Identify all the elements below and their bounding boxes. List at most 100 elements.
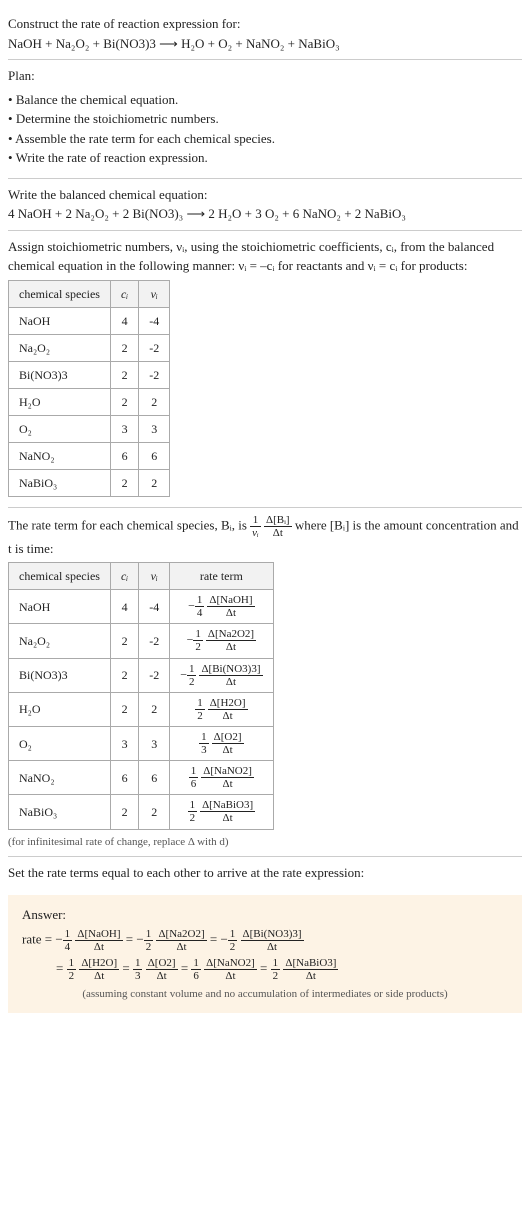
cell: NaBiO₃ (9, 469, 111, 496)
stoich-text: Assign stoichiometric numbers, νᵢ, using… (8, 237, 522, 276)
answer-line1: rate = −14 Δ[NaOH]Δt = −12 Δ[Na2O2]Δt = … (22, 928, 508, 953)
table-row: H₂O2212 Δ[H2O]Δt (9, 692, 274, 726)
set-block: Set the rate terms equal to each other t… (8, 856, 522, 889)
table-row: O₂33 (9, 415, 170, 442)
cell: H₂O (9, 692, 111, 726)
col-header: rate term (170, 563, 273, 590)
table-row: O₂3313 Δ[O2]Δt (9, 726, 274, 760)
col-header: cᵢ (110, 563, 138, 590)
cell: Na₂O₂ (9, 334, 111, 361)
cell: 2 (110, 692, 138, 726)
table-row: Bi(NO3)32-2 (9, 361, 170, 388)
cell: 2 (110, 624, 138, 658)
col-header: νᵢ (139, 280, 170, 307)
set-text: Set the rate terms equal to each other t… (8, 863, 522, 883)
cell: 6 (139, 761, 170, 795)
cell: 2 (110, 388, 138, 415)
cell: −12 Δ[Na2O2]Δt (170, 624, 273, 658)
cell: O₂ (9, 726, 111, 760)
plan-item: Assemble the rate term for each chemical… (8, 129, 522, 149)
cell: -2 (139, 624, 170, 658)
cell: 12 Δ[H2O]Δt (170, 692, 273, 726)
cell: 4 (110, 307, 138, 334)
table-row: Bi(NO3)32-2−12 Δ[Bi(NO3)3]Δt (9, 658, 274, 692)
rateterm-table: chemical species cᵢ νᵢ rate term NaOH4-4… (8, 562, 274, 829)
cell: 16 Δ[NaNO2]Δt (170, 761, 273, 795)
table-row: NaOH4-4−14 Δ[NaOH]Δt (9, 590, 274, 624)
plan-item: Determine the stoichiometric numbers. (8, 109, 522, 129)
cell: NaNO₂ (9, 761, 111, 795)
answer-note: (assuming constant volume and no accumul… (22, 986, 508, 1003)
cell: Na₂O₂ (9, 624, 111, 658)
unbalanced-equation: NaOH + Na₂O₂ + Bi(NO3)3 ⟶ H₂O + O₂ + NaN… (8, 34, 522, 54)
plan-list: Balance the chemical equation. Determine… (8, 90, 522, 168)
cell: 2 (110, 795, 138, 829)
stoich-table: chemical species cᵢ νᵢ NaOH4-4 Na₂O₂2-2 … (8, 280, 170, 497)
col-header: chemical species (9, 563, 111, 590)
cell: 2 (139, 692, 170, 726)
cell: H₂O (9, 388, 111, 415)
table-row: NaNO₂66 (9, 442, 170, 469)
cell: -2 (139, 658, 170, 692)
table-row: NaBiO₃22 (9, 469, 170, 496)
cell: NaOH (9, 307, 111, 334)
cell: 2 (139, 795, 170, 829)
cell: 2 (110, 469, 138, 496)
cell: 3 (110, 415, 138, 442)
answer-label: Answer: (22, 905, 508, 925)
cell: Bi(NO3)3 (9, 658, 111, 692)
table-row: NaOH4-4 (9, 307, 170, 334)
cell: 6 (110, 442, 138, 469)
cell: −14 Δ[NaOH]Δt (170, 590, 273, 624)
col-header: cᵢ (110, 280, 138, 307)
cell: NaNO₂ (9, 442, 111, 469)
prompt-text: Construct the rate of reaction expressio… (8, 14, 522, 34)
plan-item: Write the rate of reaction expression. (8, 148, 522, 168)
fraction: Δ[Bᵢ]Δt (264, 514, 292, 539)
cell: -2 (139, 334, 170, 361)
cell: NaBiO₃ (9, 795, 111, 829)
cell: NaOH (9, 590, 111, 624)
header-block: Construct the rate of reaction expressio… (8, 8, 522, 59)
plan-block: Plan: Balance the chemical equation. Det… (8, 59, 522, 178)
table-row: NaNO₂6616 Δ[NaNO2]Δt (9, 761, 274, 795)
cell: 6 (110, 761, 138, 795)
plan-title: Plan: (8, 66, 522, 86)
cell: 6 (139, 442, 170, 469)
cell: 3 (139, 726, 170, 760)
balanced-block: Write the balanced chemical equation: 4 … (8, 178, 522, 230)
cell: -2 (139, 361, 170, 388)
table-row: Na₂O₂2-2 (9, 334, 170, 361)
balanced-title: Write the balanced chemical equation: (8, 185, 522, 205)
table-row: H₂O22 (9, 388, 170, 415)
fraction: 1νᵢ (250, 514, 261, 539)
balanced-equation: 4 NaOH + 2 Na₂O₂ + 2 Bi(NO3)₃ ⟶ 2 H₂O + … (8, 204, 522, 224)
cell: 3 (110, 726, 138, 760)
rateterm-text: The rate term for each chemical species,… (8, 514, 522, 559)
stoich-block: Assign stoichiometric numbers, νᵢ, using… (8, 230, 522, 507)
cell: −12 Δ[Bi(NO3)3]Δt (170, 658, 273, 692)
cell: 12 Δ[NaBiO3]Δt (170, 795, 273, 829)
cell: -4 (139, 307, 170, 334)
rateterm-block: The rate term for each chemical species,… (8, 507, 522, 857)
col-header: νᵢ (139, 563, 170, 590)
answer-line2: = 12 Δ[H2O]Δt = 13 Δ[O2]Δt = 16 Δ[NaNO2]… (22, 957, 508, 982)
answer-block: Answer: rate = −14 Δ[NaOH]Δt = −12 Δ[Na2… (8, 895, 522, 1013)
cell: 2 (139, 469, 170, 496)
cell: 2 (110, 334, 138, 361)
table-row: Na₂O₂2-2−12 Δ[Na2O2]Δt (9, 624, 274, 658)
cell: 2 (110, 658, 138, 692)
cell: 2 (139, 388, 170, 415)
cell: 13 Δ[O2]Δt (170, 726, 273, 760)
cell: 4 (110, 590, 138, 624)
cell: 3 (139, 415, 170, 442)
plan-item: Balance the chemical equation. (8, 90, 522, 110)
col-header: chemical species (9, 280, 111, 307)
table-row: NaBiO₃2212 Δ[NaBiO3]Δt (9, 795, 274, 829)
text: The rate term for each chemical species,… (8, 517, 250, 532)
cell: O₂ (9, 415, 111, 442)
table-row: chemical species cᵢ νᵢ (9, 280, 170, 307)
cell: -4 (139, 590, 170, 624)
cell: Bi(NO3)3 (9, 361, 111, 388)
table-footnote: (for infinitesimal rate of change, repla… (8, 834, 522, 851)
